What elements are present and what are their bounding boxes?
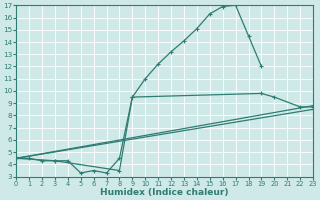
X-axis label: Humidex (Indice chaleur): Humidex (Indice chaleur) [100,188,229,197]
